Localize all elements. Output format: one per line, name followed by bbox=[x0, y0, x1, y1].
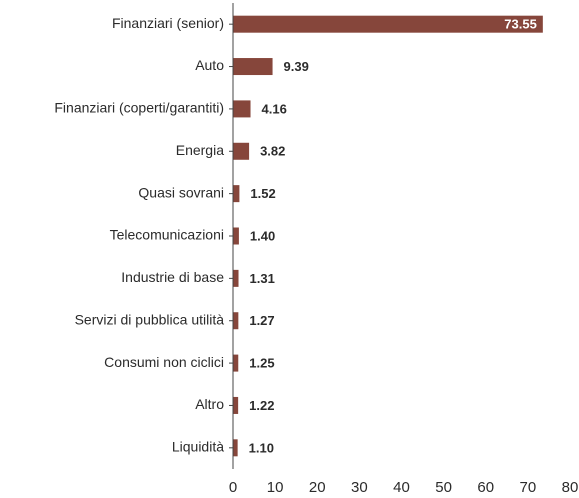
category-label: Altro bbox=[195, 396, 224, 412]
bar bbox=[233, 312, 239, 330]
category-label: Liquidità bbox=[172, 439, 224, 455]
x-tick-label: 30 bbox=[351, 479, 368, 496]
x-tick-label: 40 bbox=[393, 479, 410, 496]
bar bbox=[233, 100, 251, 118]
value-label: 1.10 bbox=[249, 440, 274, 455]
bar bbox=[233, 269, 239, 287]
value-label: 1.25 bbox=[249, 356, 274, 371]
x-tick-label: 80 bbox=[562, 479, 579, 496]
bar bbox=[233, 439, 238, 457]
value-label: 9.39 bbox=[284, 59, 309, 74]
bar bbox=[233, 58, 273, 76]
value-label: 4.16 bbox=[262, 101, 287, 116]
bar bbox=[233, 185, 240, 203]
value-label: 1.40 bbox=[250, 228, 275, 243]
bar bbox=[233, 15, 543, 33]
value-label: 3.82 bbox=[260, 144, 285, 159]
value-label: 1.27 bbox=[249, 313, 274, 328]
x-tick-label: 0 bbox=[229, 479, 237, 496]
bar bbox=[233, 396, 239, 414]
category-label: Consumi non ciclici bbox=[104, 354, 224, 370]
category-label: Industrie di base bbox=[121, 269, 224, 285]
value-label: 1.31 bbox=[250, 271, 275, 286]
bar bbox=[233, 142, 250, 160]
category-label: Finanziari (coperti/garantiti) bbox=[54, 100, 224, 116]
category-label: Servizi di pubblica utilità bbox=[75, 311, 225, 327]
category-label: Telecomunicazioni bbox=[110, 227, 224, 243]
bar bbox=[233, 227, 239, 245]
value-label: 73.55 bbox=[504, 17, 537, 32]
category-label: Finanziari (senior) bbox=[112, 15, 224, 31]
category-label: Energia bbox=[176, 142, 224, 158]
x-tick-label: 20 bbox=[309, 479, 326, 496]
x-tick-label: 70 bbox=[520, 479, 537, 496]
category-label: Auto bbox=[195, 57, 224, 73]
bar bbox=[233, 354, 239, 372]
value-label: 1.22 bbox=[249, 398, 274, 413]
x-tick-label: 50 bbox=[435, 479, 452, 496]
category-label: Quasi sovrani bbox=[138, 184, 224, 200]
value-label: 1.52 bbox=[250, 186, 275, 201]
x-tick-label: 10 bbox=[267, 479, 284, 496]
x-tick-label: 60 bbox=[477, 479, 494, 496]
